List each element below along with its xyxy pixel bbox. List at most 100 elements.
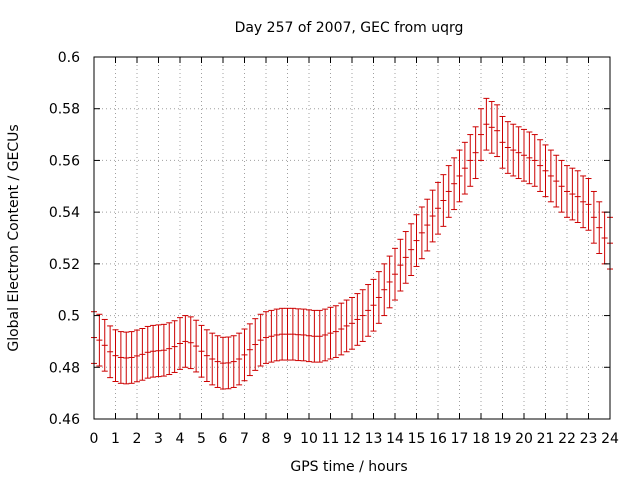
x-tick-label: 4 <box>176 431 185 447</box>
error-bar-point <box>537 139 544 192</box>
error-bar-point <box>112 329 119 383</box>
error-bar-point <box>279 307 286 361</box>
error-bar-point <box>564 165 570 218</box>
error-bar-point <box>445 165 452 218</box>
error-bar-point <box>236 332 243 386</box>
error-bar-point <box>402 231 409 284</box>
x-tick-label: 7 <box>240 431 249 447</box>
error-bar-point <box>187 316 194 370</box>
error-bar-point <box>483 97 490 151</box>
y-tick-label: 0.58 <box>49 102 80 118</box>
error-bar-point <box>424 198 431 252</box>
error-bar-point <box>418 206 425 260</box>
error-bar-point <box>531 134 538 187</box>
grid-lines <box>94 57 610 419</box>
y-tick-label: 0.48 <box>49 360 80 376</box>
x-tick-label: 8 <box>262 431 271 447</box>
error-bar-point <box>123 331 130 385</box>
error-bar-point <box>359 289 366 342</box>
error-bar-point <box>139 328 146 381</box>
error-bar-point <box>408 223 415 276</box>
error-bar-point <box>467 134 474 187</box>
x-tick-label: 19 <box>494 431 512 447</box>
x-tick-label: 9 <box>283 431 292 447</box>
error-bar-point <box>547 149 554 203</box>
error-bar-point <box>521 128 527 182</box>
y-axis-label: Global Electron Content / GECUs <box>6 124 22 351</box>
error-bar-point <box>295 308 302 362</box>
error-bar-point <box>198 324 205 378</box>
error-bar-point <box>569 167 576 221</box>
error-bar-point <box>166 322 173 376</box>
error-bar-point <box>214 335 221 388</box>
x-tick-label: 21 <box>537 431 555 447</box>
error-bar-point <box>209 332 216 386</box>
x-tick-label: 24 <box>601 431 619 447</box>
error-bar-point <box>435 181 441 235</box>
error-bar-point <box>155 324 162 378</box>
error-bar-point <box>601 211 608 265</box>
error-bar-point <box>349 296 355 350</box>
x-tick-label: 3 <box>154 431 163 447</box>
error-bar-point <box>101 318 108 372</box>
error-bar-point <box>225 336 232 390</box>
error-bar-point <box>574 170 581 223</box>
error-bar-point <box>413 214 420 267</box>
y-tick-label: 0.5 <box>58 309 80 325</box>
error-bar-point <box>451 157 458 211</box>
error-bar-point <box>289 307 296 361</box>
error-bar-point <box>306 309 312 363</box>
error-bar-point <box>241 328 248 382</box>
error-bar-point <box>504 121 511 174</box>
x-tick-label: 5 <box>197 431 206 447</box>
x-tick-label: 14 <box>386 431 404 447</box>
error-bar-point <box>193 319 200 373</box>
error-bar-point <box>526 131 533 185</box>
error-bar-point <box>316 309 323 363</box>
error-bar-point <box>472 126 479 180</box>
error-bar-point <box>332 305 339 358</box>
error-bar-point <box>429 189 436 243</box>
x-tick-label: 17 <box>451 431 469 447</box>
error-bar-point <box>327 306 334 360</box>
y-tick-label: 0.54 <box>49 205 80 221</box>
x-tick-label: 13 <box>365 431 383 447</box>
error-bar-point <box>160 323 167 377</box>
error-bar-point <box>585 178 592 231</box>
error-bar-point <box>510 123 517 177</box>
x-axis-label: GPS time / hours <box>290 459 407 475</box>
error-bar-point <box>96 313 103 367</box>
error-bar-point <box>182 315 189 368</box>
y-tick-label: 0.52 <box>49 257 80 273</box>
error-bar-point <box>134 329 140 383</box>
y-tick-label: 0.56 <box>49 153 80 169</box>
x-tick-label: 6 <box>219 431 228 447</box>
error-bar-point <box>300 308 307 362</box>
x-tick-label: 0 <box>90 431 99 447</box>
error-bar-point <box>322 308 329 362</box>
x-tick-label: 15 <box>408 431 426 447</box>
error-bar-point <box>268 309 275 363</box>
error-bar-point <box>580 175 587 229</box>
error-bar-point <box>177 317 183 370</box>
x-tick-label: 23 <box>580 431 598 447</box>
x-tick-label: 18 <box>472 431 490 447</box>
error-bar-point <box>311 309 318 363</box>
error-bar-point <box>128 331 135 384</box>
x-tick-label: 1 <box>111 431 120 447</box>
axis-ticks: 0 1 2 3 4 5 6 7 8 9 10 11 12 13 14 15 16 17 18 19 20 21 22 23 24… <box>49 50 619 447</box>
x-tick-label: 10 <box>300 431 318 447</box>
error-bar-point <box>338 302 345 356</box>
error-bar-point <box>117 331 124 384</box>
error-bar-point <box>553 154 560 208</box>
error-bar-point <box>354 293 361 346</box>
error-bar-point <box>494 104 501 158</box>
error-bar-point <box>440 174 447 227</box>
error-bar-point <box>203 329 210 383</box>
error-bar-point <box>263 311 269 364</box>
y-tick-label: 0.46 <box>49 412 80 428</box>
y-tick-label: 0.6 <box>58 50 80 66</box>
error-bar-point <box>284 307 291 361</box>
error-bar-point <box>144 325 151 379</box>
